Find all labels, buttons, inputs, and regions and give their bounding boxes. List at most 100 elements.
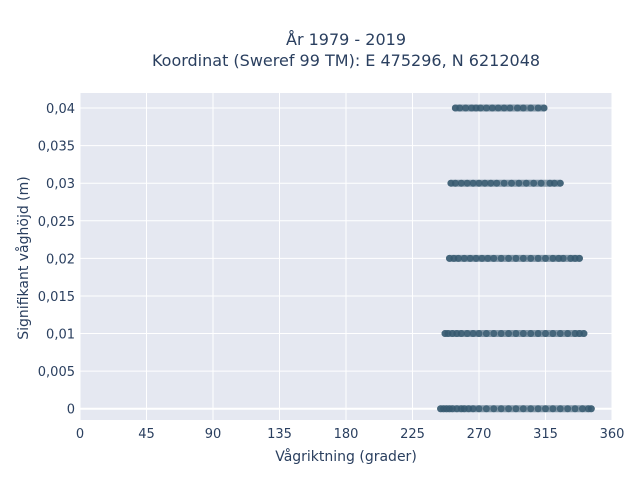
data-point: [540, 104, 548, 112]
data-point: [527, 104, 535, 112]
data-point: [454, 254, 462, 262]
data-point: [460, 254, 468, 262]
data-point: [494, 104, 502, 112]
data-point: [475, 405, 483, 413]
data-point: [475, 179, 483, 187]
x-tick-label: 225: [400, 427, 425, 442]
data-point: [519, 254, 527, 262]
data-point: [490, 330, 498, 338]
x-tick-label: 270: [467, 427, 492, 442]
data-point: [512, 254, 520, 262]
y-tick-label: 0,005: [38, 365, 75, 380]
data-point: [534, 405, 542, 413]
data-point: [537, 179, 545, 187]
y-tick-label: 0,035: [38, 140, 75, 155]
data-point: [550, 179, 558, 187]
data-point: [482, 330, 490, 338]
data-point: [469, 330, 477, 338]
data-point: [490, 405, 498, 413]
data-point: [481, 179, 489, 187]
y-tick-label: 0,03: [46, 177, 75, 192]
data-point: [506, 104, 514, 112]
data-point: [515, 179, 523, 187]
data-point: [475, 330, 483, 338]
data-point: [457, 330, 465, 338]
data-point: [527, 405, 535, 413]
data-point: [463, 179, 471, 187]
data-point: [580, 330, 588, 338]
y-tick-label: 0,01: [46, 328, 75, 343]
data-point: [462, 104, 470, 112]
y-tick-label: 0,015: [38, 290, 75, 305]
data-point: [457, 179, 465, 187]
data-point: [490, 254, 498, 262]
y-tick-label: 0,02: [46, 252, 75, 267]
data-point: [497, 254, 505, 262]
data-point: [500, 104, 508, 112]
data-point: [451, 179, 459, 187]
y-axis-label: Signifikant våghöjd (m): [15, 176, 32, 339]
data-point: [556, 330, 564, 338]
y-tick-label: 0,025: [38, 215, 75, 230]
x-tick-label: 315: [533, 427, 558, 442]
data-point: [549, 405, 557, 413]
data-point: [571, 405, 579, 413]
data-point: [493, 179, 501, 187]
data-point: [484, 254, 492, 262]
data-point: [508, 179, 516, 187]
data-point: [530, 179, 538, 187]
x-tick-label: 90: [205, 427, 222, 442]
data-point: [478, 254, 486, 262]
data-point: [542, 254, 549, 262]
x-tick-labels: 0 45 90 135 180 225 270 315 360: [76, 427, 625, 442]
data-point: [559, 254, 567, 262]
data-point: [575, 254, 583, 262]
data-point: [469, 405, 477, 413]
data-point: [587, 405, 595, 413]
x-tick-label: 0: [76, 427, 84, 442]
data-point: [564, 405, 572, 413]
data-point: [534, 330, 542, 338]
data-point: [472, 254, 480, 262]
data-point: [497, 405, 505, 413]
data-point: [466, 254, 474, 262]
chart-title-line2: Koordinat (Sweref 99 TM): E 475296, N 62…: [152, 51, 540, 70]
data-point: [542, 330, 549, 338]
data-point: [527, 254, 535, 262]
x-tick-label: 135: [267, 427, 292, 442]
x-tick-label: 360: [600, 427, 625, 442]
data-point: [578, 405, 586, 413]
y-tick-label: 0,04: [46, 102, 75, 117]
data-point: [519, 330, 527, 338]
data-point: [482, 104, 490, 112]
data-point: [549, 330, 557, 338]
x-tick-label: 45: [138, 427, 155, 442]
data-point: [519, 104, 527, 112]
data-point: [564, 330, 572, 338]
data-point: [488, 104, 496, 112]
data-point: [556, 405, 564, 413]
data-point: [469, 179, 477, 187]
data-point: [463, 330, 471, 338]
data-point: [534, 104, 542, 112]
data-points: [437, 104, 595, 413]
y-tick-label: 0: [67, 403, 75, 418]
data-point: [549, 254, 557, 262]
x-axis-label: Vågriktning (grader): [275, 448, 417, 465]
data-point: [513, 104, 521, 112]
data-point: [519, 405, 527, 413]
data-point: [456, 104, 464, 112]
x-tick-label: 180: [334, 427, 359, 442]
data-point: [476, 104, 484, 112]
y-tick-labels: 0 0,005 0,01 0,015 0,02 0,025 0,03 0,035 0,04: [38, 102, 75, 418]
data-point: [522, 179, 530, 187]
data-point: [534, 254, 542, 262]
data-point: [505, 254, 513, 262]
data-point: [556, 179, 564, 187]
data-point: [505, 405, 513, 413]
data-point: [487, 179, 495, 187]
data-point: [505, 330, 513, 338]
chart-title-line1: År 1979 - 2019: [286, 30, 406, 49]
data-point: [500, 179, 508, 187]
